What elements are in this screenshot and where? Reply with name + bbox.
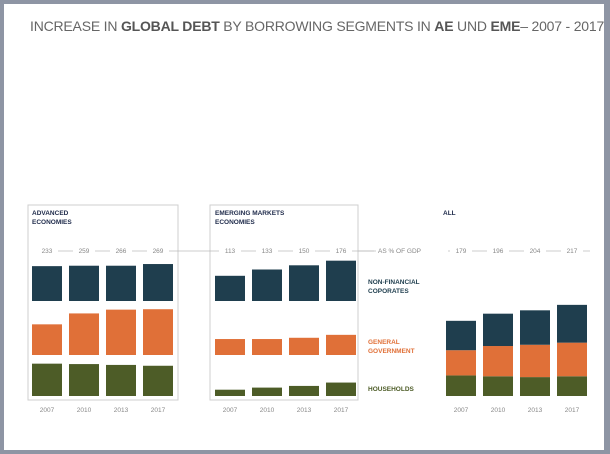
bar-nfc <box>215 275 245 301</box>
bar-hh <box>69 364 99 396</box>
bar-nfc <box>326 260 356 301</box>
bar-nfc <box>520 310 550 345</box>
year-label: 2013 <box>297 407 312 414</box>
title-bold: GLOBAL DEBT <box>120 18 220 34</box>
unit-label: AS % OF GDP <box>378 248 421 255</box>
bar-nfc <box>446 320 476 351</box>
bar-hh <box>143 365 173 396</box>
bar-nfc <box>483 313 513 347</box>
total-label: 233 <box>42 248 53 255</box>
panel-title: ECONOMIES <box>32 219 72 226</box>
total-label-bg <box>450 246 472 255</box>
bar-hh <box>446 375 476 396</box>
total-label-bg <box>487 246 509 255</box>
total-label: 113 <box>225 248 236 255</box>
bar-nfc <box>289 265 319 301</box>
bar-nfc <box>69 265 99 301</box>
year-label: 2013 <box>114 407 129 414</box>
bar-gg <box>289 337 319 355</box>
title-bold: EME <box>490 18 521 34</box>
total-label: 266 <box>116 248 127 255</box>
bar-hh <box>106 364 136 396</box>
bar-nfc <box>143 264 173 301</box>
bar-gg <box>483 346 513 377</box>
title-bold: AE <box>434 18 454 34</box>
total-label: 217 <box>567 248 578 255</box>
total-label: 204 <box>530 248 541 255</box>
bar-gg <box>557 342 587 377</box>
legend-nfc: COPORATES <box>368 288 409 295</box>
year-label: 2010 <box>260 407 275 414</box>
total-label-bg <box>561 246 583 255</box>
panel-title: ADVANCED <box>32 210 69 217</box>
total-label: 176 <box>336 248 347 255</box>
bar-nfc <box>557 304 587 343</box>
total-label: 269 <box>153 248 164 255</box>
title-text: UND <box>453 18 491 34</box>
bar-hh <box>483 376 513 396</box>
year-label: 2017 <box>151 407 166 414</box>
legend-gg: GOVERNMENT <box>368 348 415 355</box>
year-label: 2017 <box>565 407 580 414</box>
title-text: INCREASE IN <box>30 18 121 34</box>
bar-hh <box>215 389 245 396</box>
bar-gg <box>252 339 282 355</box>
total-label: 196 <box>493 248 504 255</box>
chart-title: INCREASE IN GLOBAL DEBT BY BORROWING SEG… <box>30 18 604 34</box>
year-label: 2013 <box>528 407 543 414</box>
bar-hh <box>557 376 587 396</box>
panel-title: ALL <box>443 210 456 217</box>
year-label: 2010 <box>491 407 506 414</box>
panel-title: ECONOMIES <box>215 219 255 226</box>
total-label-bg <box>36 246 58 255</box>
total-label-bg <box>330 246 352 255</box>
bar-hh <box>32 363 62 396</box>
total-label: 133 <box>262 248 273 255</box>
bar-nfc <box>252 269 282 301</box>
title-text: – 2007 - 2017 <box>520 18 605 34</box>
bar-gg <box>143 309 173 355</box>
bar-gg <box>446 350 476 376</box>
unit-label-bg <box>374 246 448 255</box>
year-label: 2007 <box>40 407 55 414</box>
total-label-bg <box>256 246 278 255</box>
bar-hh <box>326 382 356 396</box>
bar-hh <box>289 385 319 396</box>
panel-box <box>209 204 359 401</box>
total-label-bg <box>524 246 546 255</box>
bar-nfc <box>32 266 62 301</box>
panel-title: EMERGING MARKETS <box>215 210 285 217</box>
bar-gg <box>520 344 550 378</box>
bar-nfc <box>106 265 136 301</box>
title-text: BY BORROWING SEGMENTS IN <box>219 18 435 34</box>
year-label: 2010 <box>77 407 92 414</box>
total-label: 150 <box>299 248 310 255</box>
bar-gg <box>69 313 99 355</box>
total-label: 179 <box>456 248 467 255</box>
total-label-bg <box>110 246 132 255</box>
bar-gg <box>215 339 245 355</box>
total-label-bg <box>73 246 95 255</box>
total-label-bg <box>219 246 241 255</box>
year-label: 2007 <box>454 407 469 414</box>
bar-gg <box>326 334 356 355</box>
year-label: 2007 <box>223 407 238 414</box>
bar-hh <box>520 377 550 396</box>
bar-gg <box>106 309 136 355</box>
total-label-bg <box>147 246 169 255</box>
bar-hh <box>252 387 282 396</box>
panel-box <box>27 204 179 401</box>
year-label: 2017 <box>334 407 349 414</box>
total-label: 259 <box>79 248 90 255</box>
bar-gg <box>32 324 62 355</box>
legend-gg: GENERAL <box>368 339 400 346</box>
legend-hh: HOUSEHOLDS <box>368 386 415 393</box>
legend-nfc: NON-FINANCIAL <box>368 279 420 286</box>
total-label-bg <box>293 246 315 255</box>
